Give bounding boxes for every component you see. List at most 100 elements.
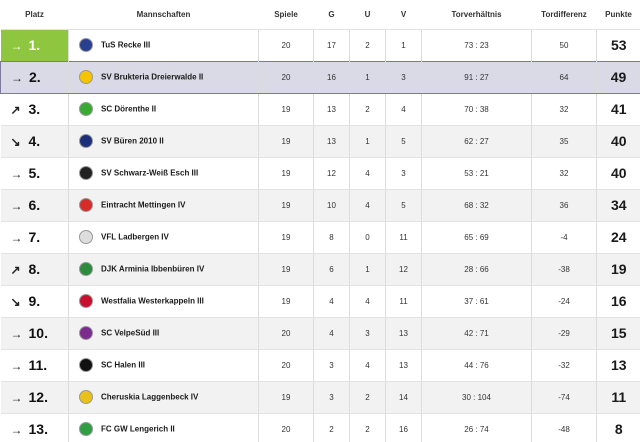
rank-number: 10.: [28, 325, 48, 341]
g-cell: 13: [313, 124, 350, 157]
header-mannschaften[interactable]: Mannschaften: [68, 0, 259, 29]
punkte-cell: 15: [596, 316, 640, 349]
g-cell: 17: [313, 28, 350, 61]
spiele-cell: 20: [258, 348, 314, 381]
u-cell: 4: [349, 284, 386, 317]
header-spiele[interactable]: Spiele: [258, 0, 314, 29]
g-cell: 2: [313, 412, 350, 442]
spiele-cell: 19: [258, 380, 314, 413]
rank-number: 2.: [29, 69, 41, 85]
team-name[interactable]: DJK Arminia Ibbenbüren IV: [101, 264, 205, 274]
rank-cell: → 5.: [0, 156, 69, 189]
team-cell[interactable]: FC GW Lengerich II: [68, 412, 259, 442]
team-cell[interactable]: DJK Arminia Ibbenbüren IV: [68, 252, 259, 285]
u-cell: 3: [349, 316, 386, 349]
table-row[interactable]: → 12. Cheruskia Laggenbeck IV 19 3 2 14 30 : 10…: [0, 380, 640, 413]
header-g[interactable]: G: [313, 0, 350, 29]
rank-number: 7.: [28, 229, 41, 245]
rank-number: 8.: [28, 261, 41, 277]
header-platz[interactable]: Platz: [0, 0, 69, 29]
team-cell[interactable]: Eintracht Mettingen IV: [68, 188, 259, 221]
spiele-cell: 19: [258, 124, 314, 157]
v-cell: 13: [385, 316, 422, 349]
diff-cell: 50: [531, 28, 597, 61]
tore-cell: 62 : 27: [421, 124, 532, 157]
team-cell[interactable]: SC VelpeSüd III: [68, 316, 259, 349]
v-cell: 11: [385, 284, 422, 317]
tore-cell: 42 : 71: [421, 316, 532, 349]
rank-cell: ↘ 9.: [0, 284, 69, 317]
g-cell: 6: [313, 252, 350, 285]
punkte-cell: 53: [596, 28, 640, 61]
table-row[interactable]: → 1. TuS Recke III 20 17 2 1 73 : 23 50 53: [0, 28, 640, 61]
team-cell[interactable]: VFL Ladbergen IV: [68, 220, 259, 253]
v-cell: 16: [385, 412, 422, 442]
team-name[interactable]: SC Halen III: [101, 360, 146, 370]
punkte-cell: 34: [596, 188, 640, 221]
tore-cell: 65 : 69: [421, 220, 532, 253]
team-cell[interactable]: SC Halen III: [68, 348, 259, 381]
table-row[interactable]: → 6. Eintracht Mettingen IV 19 10 4 5 68 : 32 36…: [0, 188, 640, 221]
table-row[interactable]: → 5. SV Schwarz-Weiß Esch III 19 12 4 3 53 : 21…: [0, 156, 640, 189]
u-cell: 4: [349, 348, 386, 381]
table-row[interactable]: ↗ 3. SC Dörenthe II 19 13 2 4 70 : 38 32 41: [0, 92, 640, 125]
table-row[interactable]: ↘ 4. SV Büren 2010 II 19 13 1 5 62 : 27 35 40: [0, 124, 640, 157]
team-name[interactable]: VFL Ladbergen IV: [101, 232, 169, 242]
rank-number: 13.: [28, 421, 48, 438]
team-crest-icon: [79, 198, 93, 212]
punkte-cell: 24: [596, 220, 640, 253]
header-torverhaeltnis[interactable]: Torverhältnis: [421, 0, 532, 29]
trend-arrow-icon: →: [11, 71, 23, 85]
diff-cell: -29: [531, 316, 597, 349]
team-name[interactable]: Eintracht Mettingen IV: [101, 200, 186, 210]
g-cell: 12: [313, 156, 350, 189]
team-name[interactable]: SV Brukteria Dreierwalde II: [101, 72, 204, 82]
team-cell[interactable]: TuS Recke III: [68, 28, 259, 61]
u-cell: 1: [349, 60, 386, 94]
trend-arrow-icon: →: [10, 39, 23, 53]
team-name[interactable]: TuS Recke III: [101, 40, 151, 50]
tore-cell: 28 : 66: [421, 252, 532, 285]
spiele-cell: 20: [258, 60, 314, 94]
team-cell[interactable]: SV Brukteria Dreierwalde II: [68, 60, 259, 94]
table-row[interactable]: → 13. FC GW Lengerich II 20 2 2 16 26 : 74 -48 8: [0, 412, 640, 442]
spiele-cell: 19: [258, 188, 314, 221]
v-cell: 5: [385, 124, 422, 157]
trend-arrow-icon: ↘: [10, 295, 21, 309]
team-name[interactable]: SC Dörenthe II: [101, 104, 157, 114]
team-cell[interactable]: SV Schwarz-Weiß Esch III: [68, 156, 259, 189]
g-cell: 8: [313, 220, 350, 253]
header-u[interactable]: U: [349, 0, 386, 29]
header-v[interactable]: V: [385, 0, 422, 29]
table-row[interactable]: → 2. SV Brukteria Dreierwalde II 20 16 1 3 91 :…: [0, 60, 640, 94]
tore-cell: 30 : 104: [421, 380, 532, 413]
team-crest-icon: [79, 262, 93, 276]
header-punkte[interactable]: Punkte: [596, 0, 640, 29]
team-name[interactable]: Cheruskia Laggenbeck IV: [101, 392, 199, 402]
team-cell[interactable]: SV Büren 2010 II: [68, 124, 259, 157]
table-row[interactable]: → 11. SC Halen III 20 3 4 13 44 : 76 -32 13: [0, 348, 640, 381]
team-name[interactable]: SV Büren 2010 II: [101, 136, 164, 146]
team-name[interactable]: Westfalia Westerkappeln III: [101, 296, 204, 306]
v-cell: 11: [385, 220, 422, 253]
rank-number: 6.: [28, 197, 41, 213]
team-name[interactable]: SC VelpeSüd III: [101, 328, 160, 338]
rank-cell: → 13.: [0, 412, 69, 442]
rank-cell: ↗ 8.: [0, 252, 69, 285]
team-name[interactable]: SV Schwarz-Weiß Esch III: [101, 168, 199, 178]
table-row[interactable]: → 10. SC VelpeSüd III 20 4 3 13 42 : 71 -29 15: [0, 316, 640, 349]
header-tordifferenz[interactable]: Tordifferenz: [531, 0, 597, 29]
rank-cell: → 1.: [0, 28, 69, 61]
team-cell[interactable]: Cheruskia Laggenbeck IV: [68, 380, 259, 413]
table-row[interactable]: → 7. VFL Ladbergen IV 19 8 0 11 65 : 69 -4 24: [0, 220, 640, 253]
table-row[interactable]: ↗ 8. DJK Arminia Ibbenbüren IV 19 6 1 12 28 : 6…: [0, 252, 640, 285]
rank-cell: → 10.: [0, 316, 69, 349]
v-cell: 13: [385, 348, 422, 381]
g-cell: 3: [313, 348, 350, 381]
team-cell[interactable]: SC Dörenthe II: [68, 92, 259, 125]
team-name[interactable]: FC GW Lengerich II: [101, 424, 175, 434]
team-cell[interactable]: Westfalia Westerkappeln III: [68, 284, 259, 317]
rank-number: 5.: [28, 165, 41, 181]
table-row[interactable]: ↘ 9. Westfalia Westerkappeln III 19 4 4 11 37 :…: [0, 284, 640, 317]
